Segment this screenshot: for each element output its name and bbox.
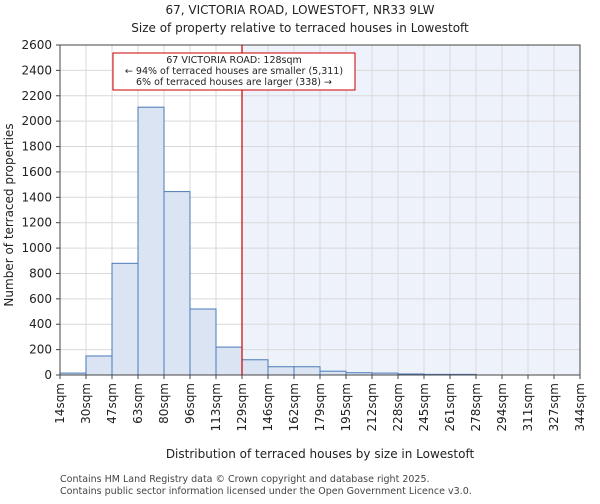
annotation-line-2: ← 94% of terraced houses are smaller (5,… [125, 66, 343, 77]
x-tick-label: 129sqm [235, 383, 249, 431]
x-tick-label: 113sqm [209, 383, 223, 431]
plot-area: 0 200 400 600 800 1000 1200 1400 1600 1800 2000 220… [21, 38, 587, 431]
y-tick-label: 600 [29, 292, 52, 306]
x-tick-label: 146sqm [261, 383, 275, 431]
x-tick-label: 261sqm [443, 383, 457, 431]
y-tick-label: 2000 [21, 114, 52, 128]
annotation-line-3: 6% of terraced houses are larger (338) → [136, 77, 332, 88]
highlight-region [242, 45, 580, 375]
x-tick-label: 162sqm [287, 383, 301, 431]
y-tick-label: 0 [44, 368, 52, 382]
annotation-box [112, 52, 356, 91]
y-axis-label: Number of terraced properties [2, 123, 16, 306]
x-tick-label: 47sqm [105, 383, 119, 424]
footer-line-1: Contains HM Land Registry data © Crown c… [60, 474, 430, 485]
y-tick-label: 400 [29, 317, 52, 331]
chart-subtitle: Size of property relative to terraced ho… [131, 21, 469, 35]
x-axis-label: Distribution of terraced houses by size … [166, 447, 475, 461]
histogram-bar [85, 355, 113, 376]
y-tick-label: 1800 [21, 140, 52, 154]
x-tick-label: 179sqm [313, 383, 327, 431]
histogram-bar [267, 366, 295, 376]
x-tick-label: 344sqm [573, 383, 587, 431]
x-tick-label: 327sqm [547, 383, 561, 431]
y-tick-label: 1400 [21, 190, 52, 204]
x-tick-label: 245sqm [417, 383, 431, 431]
footer-line-2: Contains public sector information licen… [60, 486, 472, 497]
y-tick-label: 2600 [21, 38, 52, 52]
x-tick-label: 63sqm [131, 383, 145, 424]
y-tick-label: 1000 [21, 241, 52, 255]
histogram-bar [241, 359, 269, 376]
x-tick-label: 14sqm [53, 383, 67, 424]
chart-title: 67, VICTORIA ROAD, LOWESTOFT, NR33 9LW [165, 3, 434, 17]
histogram-bar [137, 106, 165, 376]
y-tick-label: 1600 [21, 165, 52, 179]
x-tick-label: 228sqm [391, 383, 405, 431]
y-tick-label: 2200 [21, 89, 52, 103]
histogram-bar [189, 308, 217, 376]
histogram-bar [319, 370, 347, 376]
annotation-line-1: 67 VICTORIA ROAD: 128sqm [166, 55, 302, 66]
x-tick-label: 278sqm [469, 383, 483, 431]
y-tick-label: 800 [29, 266, 52, 280]
histogram-bar [215, 346, 243, 376]
x-tick-label: 80sqm [157, 383, 171, 424]
histogram-bar [293, 366, 321, 376]
x-tick-label: 96sqm [183, 383, 197, 424]
histogram-bar [111, 262, 139, 376]
y-tick-label: 1200 [21, 216, 52, 230]
x-tick-label: 212sqm [365, 383, 379, 431]
x-tick-label: 294sqm [495, 383, 509, 431]
x-tick-label: 30sqm [79, 383, 93, 424]
x-tick-label: 195sqm [339, 383, 353, 431]
histogram-bar [163, 191, 191, 376]
y-tick-label: 200 [29, 343, 52, 357]
x-tick-label: 311sqm [521, 383, 535, 431]
y-tick-label: 2400 [21, 63, 52, 77]
